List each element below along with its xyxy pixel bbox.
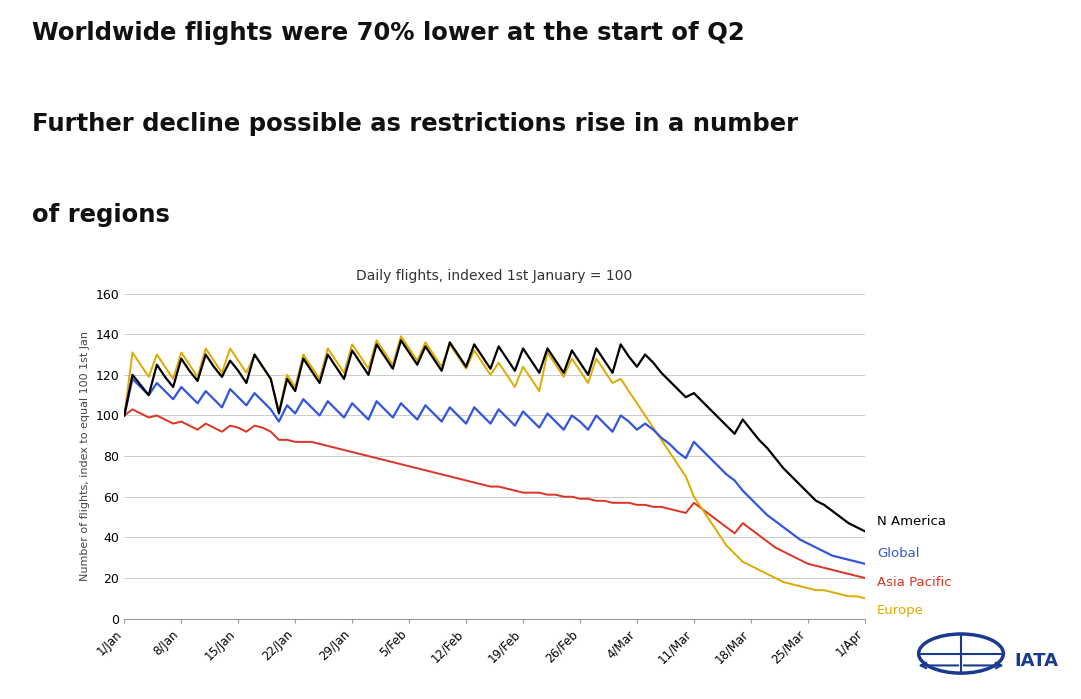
Text: Worldwide flights were 70% lower at the start of Q2: Worldwide flights were 70% lower at the … (32, 21, 745, 45)
Title: Daily flights, indexed 1st January = 100: Daily flights, indexed 1st January = 100 (357, 268, 632, 282)
Text: N America: N America (877, 514, 946, 528)
Text: Asia Pacific: Asia Pacific (877, 575, 951, 589)
Text: of regions: of regions (32, 203, 171, 226)
Y-axis label: Number of flights, index to equal 100 1st Jan: Number of flights, index to equal 100 1s… (80, 331, 90, 581)
Text: Further decline possible as restrictions rise in a number: Further decline possible as restrictions… (32, 112, 799, 136)
Text: Europe: Europe (877, 604, 924, 617)
Text: Global: Global (877, 547, 920, 560)
Text: IATA: IATA (1014, 651, 1058, 670)
